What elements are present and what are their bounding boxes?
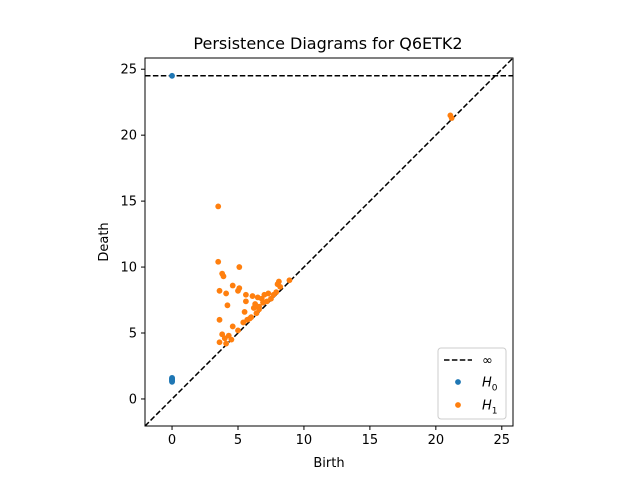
point-h1 [223, 340, 230, 347]
x-tick-label: 5 [234, 433, 242, 448]
point-h1 [258, 295, 265, 302]
point-h1 [235, 327, 241, 334]
point-h1 [250, 305, 257, 311]
x-axis-label: Birth [313, 456, 344, 471]
x-tick-label: 15 [362, 433, 379, 448]
y-tick-label: 15 [120, 195, 137, 210]
point-h1 [229, 282, 236, 289]
plot-clip-group [145, 58, 513, 426]
point-h1 [216, 287, 223, 294]
point-h0 [169, 378, 175, 385]
chart-title: Persistence Diagrams for Q6ETK2 [193, 34, 462, 53]
point-h1 [236, 285, 243, 292]
plot-frame [144, 57, 514, 427]
y-tick-label: 5 [129, 327, 137, 342]
legend: ∞ H0 H1 [437, 347, 507, 420]
legend-h1-swatch [455, 402, 461, 408]
legend-h1-label: H1 [482, 399, 498, 417]
point-h1 [243, 291, 249, 298]
point-h1 [264, 298, 270, 305]
point-h0 [169, 72, 175, 79]
x-tick-label: 10 [296, 433, 313, 448]
y-tick-label: 10 [120, 261, 137, 276]
point-h1 [215, 203, 222, 210]
point-h1 [224, 302, 231, 309]
point-h1 [286, 277, 293, 284]
point-h1 [216, 339, 223, 346]
x-tick-label: 20 [428, 433, 445, 448]
point-h1 [228, 336, 235, 343]
y-tick-label: 25 [120, 63, 137, 78]
y-tick-label: 20 [120, 129, 137, 144]
point-h1 [220, 273, 227, 280]
point-h1 [215, 258, 222, 265]
point-h1 [229, 323, 236, 330]
y-tick-label: 0 [129, 392, 137, 407]
plot-area [145, 58, 513, 426]
point-h1 [240, 319, 247, 326]
point-h1 [273, 289, 280, 296]
point-h1 [216, 316, 223, 323]
x-tick-label: 0 [168, 433, 176, 448]
legend-box [437, 347, 507, 420]
point-h1 [265, 290, 272, 297]
point-h1 [236, 264, 243, 270]
point-h1 [256, 306, 262, 313]
point-h1 [249, 293, 256, 299]
point-h1 [246, 315, 253, 322]
point-h1 [241, 309, 248, 315]
axis-ticks: 0 5 10 15 20 25 0 5 10 15 20 25 [120, 63, 510, 448]
legend-h0-label: H0 [482, 376, 498, 394]
y-axis-label: Death [97, 222, 112, 261]
point-h1 [243, 298, 249, 305]
legend-h0-swatch [455, 379, 461, 385]
x-tick-label: 25 [494, 433, 511, 448]
point-h1 [448, 115, 455, 121]
point-h1 [277, 283, 284, 290]
point-h1 [223, 290, 230, 297]
legend-infinity-label: ∞ [482, 354, 493, 369]
